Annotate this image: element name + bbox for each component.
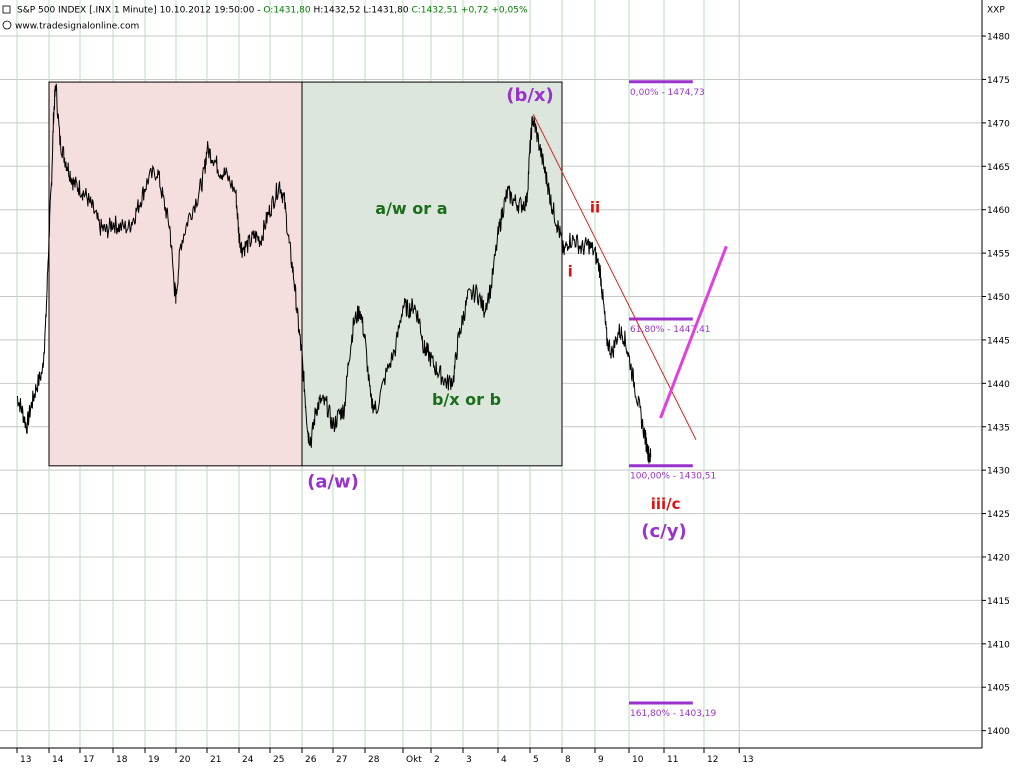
y-tick-label: 1465 [987, 163, 1010, 173]
y-tick-label: 1450 [987, 293, 1010, 303]
header-close: C:1432,51 [411, 6, 458, 16]
x-tick-label: 12 [707, 755, 718, 765]
y-tick-label: 1440 [987, 380, 1010, 390]
x-tick-label: 13 [742, 755, 753, 765]
x-tick-label: 25 [273, 755, 284, 765]
x-tick-label: 26 [305, 755, 317, 765]
y-axis-ticks[interactable]: 1400 1405 1410 1415 1420 1425 1430 1435 1440 1445… [982, 33, 1010, 738]
svg-text:S&P 500 INDEX [.INX 1 Minute]: S&P 500 INDEX [.INX 1 Minute] 10.10.2012… [17, 6, 528, 16]
price-series [17, 83, 652, 464]
x-tick-label: 10 [632, 755, 644, 765]
x-tick-label: 9 [598, 755, 604, 765]
crosshair-icon[interactable] [2, 5, 11, 14]
x-tick-label: 2 [434, 755, 440, 765]
x-tick-label: 19 [148, 755, 160, 765]
x-tick-label: 13 [20, 755, 31, 765]
x-tick-label: 27 [336, 755, 347, 765]
x-axis-ticks[interactable]: 13 14 17 18 19 20 21 24 25 26 27 28 Okt 2 3 4 5 8 9 10 11 12 1… [16, 748, 754, 765]
y-tick-label: 1420 [987, 553, 1010, 563]
x-tick-label: Okt [406, 755, 422, 765]
x-tick-label: 14 [52, 755, 64, 765]
header-change: +0,72 [461, 6, 489, 16]
y-tick-label: 1405 [987, 684, 1010, 694]
x-tick-label: 28 [368, 755, 380, 765]
y-tick-label: 1475 [987, 76, 1010, 86]
fib-level-label: 61,80% - 1447,41 [630, 325, 711, 335]
fib-level-label: 0,00% - 1474,73 [630, 88, 705, 98]
x-tick-label: 21 [210, 755, 221, 765]
x-tick-label: 18 [116, 755, 128, 765]
wave-label: i [568, 263, 573, 281]
y-tick-label: 1410 [987, 640, 1010, 650]
y-tick-label: 1425 [987, 510, 1010, 520]
wave-label: iii/c [651, 495, 681, 513]
y-tick-label: 1400 [987, 727, 1010, 737]
wave-label: b/x or b [432, 390, 501, 409]
x-tick-label: 24 [242, 755, 254, 765]
x-tick-label: 20 [179, 755, 191, 765]
wave-label: a/w or a [375, 199, 447, 218]
y-tick-label: 1430 [987, 467, 1010, 477]
fib-level-label: 100,00% - 1430,51 [630, 472, 716, 482]
header-change-pct: +0,05% [491, 6, 528, 16]
x-tick-label: 11 [667, 755, 678, 765]
wave-label: (a/w) [307, 472, 359, 493]
source-label: www.tradesignalonline.com [15, 22, 139, 32]
trendline [532, 113, 697, 441]
header-open: O:1431,80 [263, 6, 310, 16]
y-tick-label: 1435 [987, 423, 1010, 433]
x-tick-label: 4 [501, 755, 507, 765]
header-low: L:1431,80 [363, 6, 409, 16]
chart-header: S&P 500 INDEX [.INX 1 Minute] 10.10.2012… [2, 5, 1005, 32]
header-instrument: S&P 500 INDEX [.INX 1 Minute] 10.10.2012… [17, 6, 261, 16]
wave-label: ii [590, 198, 600, 216]
header-high: H:1432,52 [313, 6, 360, 16]
wave-label: (b/x) [506, 85, 554, 106]
wave-label: (c/y) [641, 521, 686, 542]
y-tick-label: 1470 [987, 119, 1010, 129]
fib-level-label: 161,80% - 1403,19 [630, 709, 717, 719]
y-tick-label: 1455 [987, 250, 1010, 260]
x-tick-label: 8 [565, 755, 571, 765]
overlays: 0,00% - 1474,73 61,80% - 1447,41 100,00% -… [532, 80, 728, 719]
projection-line [659, 245, 728, 419]
y-tick-label: 1415 [987, 597, 1010, 607]
x-tick-label: 5 [533, 755, 539, 765]
axis-code: XXP [987, 6, 1005, 16]
price-line [17, 83, 652, 464]
x-tick-label: 3 [466, 755, 472, 765]
y-tick-label: 1460 [987, 206, 1010, 216]
copyright-icon [2, 20, 12, 30]
y-tick-label: 1480 [987, 33, 1010, 43]
wave-box-a [48, 81, 303, 467]
x-tick-label: 17 [83, 755, 94, 765]
y-tick-label: 1445 [987, 336, 1010, 346]
